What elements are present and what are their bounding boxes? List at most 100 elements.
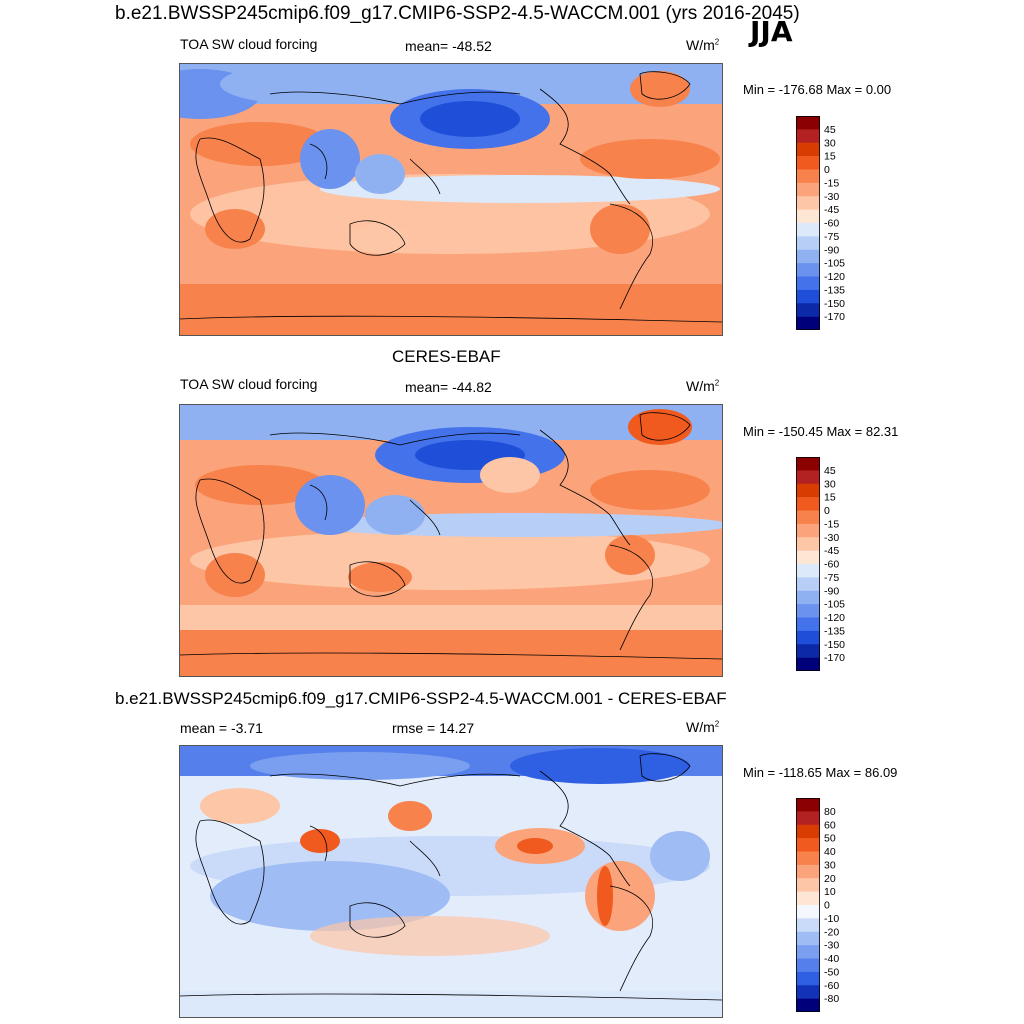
panel3-colorbar-swatch: [796, 891, 820, 906]
panel1-colorbar-swatch: [796, 249, 820, 264]
panel2-colorbar-tick-label: 45: [824, 465, 836, 477]
panel2-colorbar-tick-label: -90: [824, 585, 839, 597]
case-title: b.e21.BWSSP245cmip6.f09_g17.CMIP6-SSP2-4…: [115, 3, 800, 24]
panel2-colorbar-tick-label: -75: [824, 572, 839, 584]
panel2-colorbar-tick-label: 30: [824, 478, 836, 490]
panel3-colorbar-swatch: [796, 811, 820, 826]
panel3-colorbar-tick-label: -50: [824, 966, 839, 978]
panel3-colorbar: 80 60 50 40 30 20 10 0 -10 -20 -30 -40 -50 -60 -80: [796, 798, 856, 1017]
panel2-colorbar-swatch: [796, 617, 820, 632]
panel3-colorbar-swatch: [796, 838, 820, 852]
panel2-colorbar-tick-label: -150: [824, 639, 845, 651]
panel1-colorbar-swatch: [796, 316, 820, 331]
panel2-colorbar-swatch: [796, 483, 820, 498]
panel1-colorbar-swatch: [796, 142, 820, 157]
panel1-colorbar-tick-label: 15: [824, 151, 836, 163]
panel2-colorbar-swatch: [796, 657, 820, 672]
panel2-colorbar-swatch: [796, 470, 820, 485]
panel3-colorbar-swatch: [796, 931, 820, 946]
panel1-colorbar-swatch: [796, 236, 820, 251]
panel1-colorbar-swatch: [796, 223, 820, 237]
panel1-colorbar-tick-label: -60: [824, 218, 839, 230]
panel1-colorbar-swatch: [796, 182, 820, 197]
panel2-colorbar-tick-label: -60: [824, 559, 839, 571]
panel3-colorbar-swatch: [796, 971, 820, 986]
panel2-colorbar-swatch: [796, 537, 820, 551]
panel1-colorbar-swatch: [796, 289, 820, 304]
panel3-colorbar-swatch: [796, 918, 820, 933]
panel3-colorbar-tick-label: 80: [824, 806, 836, 818]
panel1-colorbar-swatch: [796, 209, 820, 224]
panel2-colorbar-swatch: [796, 497, 820, 511]
panel1-colorbar-tick-label: -15: [824, 177, 839, 189]
panel3-colorbar-tick-label: -10: [824, 913, 839, 925]
panel1-colorbar: 45 30 15 0 -15 -30 -45 -60 -75 -90 -105 -120 -135 -15…: [796, 116, 856, 335]
panel2-title: CERES-EBAF: [392, 347, 501, 366]
panel3-colorbar-frame: [796, 798, 820, 1012]
panel1-units: W/m2: [686, 37, 720, 53]
panel2-colorbar-swatch: [796, 510, 820, 525]
panel3-colorbar-tick-label: -60: [824, 980, 839, 992]
panel2-minmax: Min = -150.45 Max = 82.31: [743, 424, 899, 439]
panel2-colorbar-swatch: [796, 457, 820, 471]
panel3-colorbar-swatch: [796, 878, 820, 892]
panel3-colorbar-tick-label: 30: [824, 859, 836, 871]
panel3-minmax: Min = -118.65 Max = 86.09: [743, 765, 898, 780]
panel1-colorbar-tick-label: -90: [824, 244, 839, 256]
panel2-colorbar-tick-label: 0: [824, 505, 830, 517]
panel3-colorbar-tick-label: -80: [824, 993, 839, 1005]
panel3-colorbar-swatch: [796, 851, 820, 866]
panel2-colorbar-swatch: [796, 630, 820, 645]
panel1-colorbar-frame: [796, 116, 820, 330]
panel3-units: W/m2: [686, 719, 720, 735]
panel3-colorbar-tick-label: 40: [824, 846, 836, 858]
panel1-colorbar-tick-label: -150: [824, 298, 845, 310]
panel1-colorbar-tick-label: 0: [824, 164, 830, 176]
season-label: JJA: [750, 15, 793, 48]
panel1-colorbar-tick-label: 30: [824, 137, 836, 149]
panel3-colorbar-tick-label: 20: [824, 873, 836, 885]
panel2-colorbar-tick-label: -15: [824, 518, 839, 530]
panel3-colorbar-swatch: [796, 985, 820, 999]
panel2-colorbar-swatch: [796, 577, 820, 592]
panel3-colorbar-swatch: [796, 905, 820, 919]
panel3-colorbar-tick-label: 60: [824, 819, 836, 831]
panel2-colorbar-tick-label: -45: [824, 545, 839, 557]
panel2-colorbar: 45 30 15 0 -15 -30 -45 -60 -75 -90 -105 -120 -135 -15…: [796, 457, 856, 676]
panel3-colorbar-swatch: [796, 998, 820, 1013]
panel3-colorbar-tick-label: 0: [824, 900, 830, 912]
panel3-map: [179, 745, 723, 1018]
panel2-colorbar-tick-label: -105: [824, 599, 845, 611]
panel1-colorbar-swatch: [796, 169, 820, 184]
panel3-rmse: rmse = 14.27: [392, 720, 475, 736]
panel3-title: b.e21.BWSSP245cmip6.f09_g17.CMIP6-SSP2-4…: [115, 689, 727, 708]
panel1-colorbar-swatch: [796, 196, 820, 210]
panel2-colorbar-tick-label: -120: [824, 612, 845, 624]
panel2-colorbar-tick-label: 15: [824, 492, 836, 504]
panel3-colorbar-swatch: [796, 798, 820, 812]
panel1-colorbar-tick-label: -45: [824, 204, 839, 216]
panel3-colorbar-swatch: [796, 824, 820, 839]
panel2-colorbar-swatch: [796, 523, 820, 538]
panel1-map: [179, 63, 723, 336]
panel2-mean: mean= -44.82: [405, 379, 492, 395]
panel1-colorbar-tick-label: -75: [824, 231, 839, 243]
panel2-colorbar-frame: [796, 457, 820, 671]
panel1-colorbar-tick-label: 45: [824, 124, 836, 136]
panel3-mean: mean = -3.71: [180, 720, 263, 736]
panel1-colorbar-swatch: [796, 303, 820, 317]
panel3-colorbar-swatch: [796, 864, 820, 879]
panel1-variable: TOA SW cloud forcing: [180, 36, 318, 52]
panel2-colorbar-swatch: [796, 590, 820, 605]
panel2-colorbar-swatch: [796, 550, 820, 565]
panel2-map: [179, 404, 723, 677]
panel1-colorbar-swatch: [796, 263, 820, 277]
panel1-mean: mean= -48.52: [405, 38, 492, 54]
panel1-colorbar-tick-label: -135: [824, 284, 845, 296]
panel3-colorbar-tick-label: -30: [824, 940, 839, 952]
panel1-colorbar-swatch: [796, 156, 820, 170]
panel1-colorbar-tick-label: -30: [824, 191, 839, 203]
panel1-colorbar-tick-label: -105: [824, 258, 845, 270]
panel3-colorbar-swatch: [796, 958, 820, 973]
panel2-colorbar-swatch: [796, 644, 820, 658]
